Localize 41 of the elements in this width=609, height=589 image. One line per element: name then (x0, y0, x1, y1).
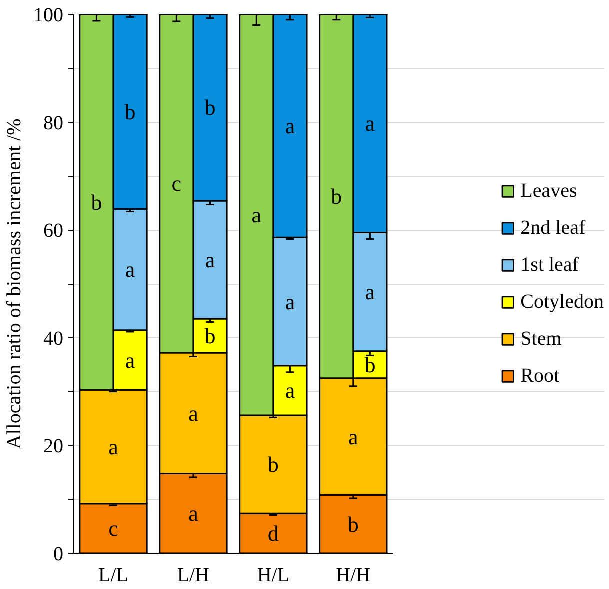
data-label: a (348, 424, 359, 450)
legend-label: Leaves (520, 180, 578, 202)
data-label: a (108, 434, 119, 460)
data-label: d (268, 521, 279, 546)
data-label: a (188, 501, 199, 526)
data-label: c (108, 516, 119, 542)
data-label: b (268, 452, 279, 478)
data-label: b (204, 95, 216, 120)
data-label: a (285, 378, 296, 404)
legend-label: Stem (520, 328, 562, 350)
y-tick-label: 40 (44, 328, 64, 350)
data-label: b (204, 324, 216, 349)
data-label: a (125, 257, 136, 282)
x-tick-label: L/L (98, 564, 128, 586)
y-tick-label: 60 (44, 220, 64, 242)
x-tick-label: L/H (177, 564, 210, 586)
x-tick-label: H/L (257, 564, 290, 586)
data-label: b (91, 190, 102, 215)
legend-label: Cotyledon (520, 290, 604, 314)
data-label: b (348, 512, 359, 537)
y-tick-label: 20 (44, 436, 64, 458)
data-label: a (125, 348, 136, 373)
data-label: a (188, 400, 199, 426)
y-axis-title: Allocation ratio of biomass increment /% (4, 118, 26, 450)
legend-label: Root (520, 364, 560, 388)
y-tick-label: 100 (34, 4, 64, 26)
data-label: a (285, 289, 296, 314)
data-label: a (205, 248, 216, 273)
data-label: a (252, 202, 262, 228)
data-label: a (285, 114, 296, 139)
data-label: b (364, 352, 376, 378)
data-label: b (331, 184, 342, 209)
y-tick-label: 80 (44, 112, 64, 134)
legend-label: 1st leaf (520, 254, 579, 276)
legend-label: 2nd leaf (520, 216, 586, 240)
data-label: a (365, 280, 376, 305)
data-label: c (172, 171, 182, 196)
data-label: b (124, 99, 136, 124)
y-tick-label: 0 (54, 544, 64, 566)
x-tick-label: H/H (336, 564, 371, 586)
data-label: a (365, 111, 376, 136)
